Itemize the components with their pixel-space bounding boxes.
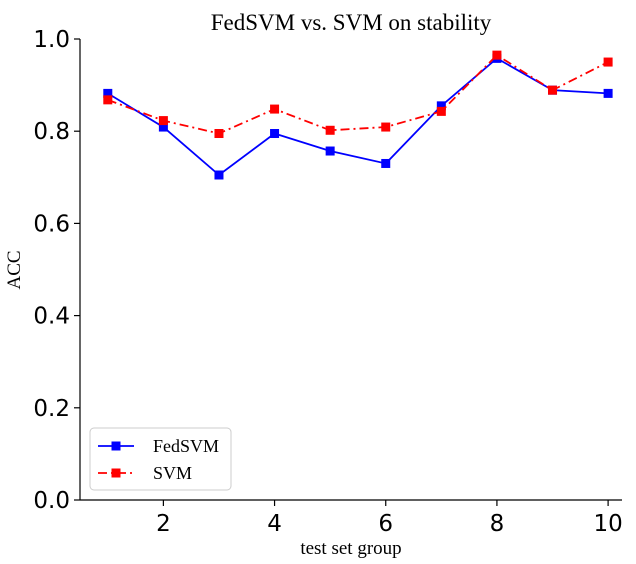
- y-tick-label: 0.8: [33, 119, 70, 145]
- series-layer: [103, 50, 613, 180]
- legend-entry-fedsvm: FedSVM: [98, 436, 219, 456]
- data-point-svm: [158, 116, 168, 126]
- series-fedsvm: [103, 53, 613, 180]
- data-point-svm: [436, 106, 446, 116]
- data-point-svm: [270, 104, 280, 114]
- series-line-fedsvm: [107, 57, 609, 177]
- data-point-svm: [325, 125, 335, 135]
- data-point-fedsvm: [214, 170, 224, 180]
- data-point-svm: [548, 85, 558, 95]
- data-point-svm: [492, 50, 502, 60]
- x-tick-label: 4: [267, 511, 282, 537]
- legend-box: [89, 427, 232, 491]
- data-point-fedsvm: [381, 158, 391, 168]
- series-svm: [103, 50, 613, 139]
- x-axis-label: test set group: [300, 538, 401, 559]
- data-point-svm: [603, 57, 613, 67]
- data-point-fedsvm: [603, 88, 613, 98]
- data-point-fedsvm: [436, 101, 446, 111]
- data-point-fedsvm: [158, 122, 168, 132]
- x-tick-label: 8: [490, 511, 505, 537]
- legend-label: SVM: [153, 463, 192, 483]
- data-point-svm: [381, 122, 391, 132]
- y-axis-label: ACC: [4, 250, 25, 289]
- legend-marker: [111, 468, 121, 478]
- x-tick-label: 2: [156, 511, 171, 537]
- ticks: 2 4 6 8 10 0.0 0.2 0.4 0.6 0.8 1.0: [33, 27, 622, 537]
- data-point-fedsvm: [325, 146, 335, 156]
- x-tick-label: 10: [593, 511, 622, 537]
- y-tick-label: 0.2: [33, 396, 70, 422]
- y-tick-label: 1.0: [33, 27, 70, 53]
- legend: FedSVM SVM: [89, 427, 232, 491]
- y-tick-label: 0.4: [33, 304, 70, 330]
- chart-title: FedSVM vs. SVM on stability: [211, 10, 492, 35]
- series-line-svm: [107, 53, 609, 135]
- y-tick-label: 0.0: [33, 488, 70, 514]
- axes: [79, 39, 622, 501]
- data-point-svm: [214, 129, 224, 139]
- data-point-svm: [103, 95, 113, 105]
- data-point-fedsvm: [103, 88, 113, 98]
- legend-label: FedSVM: [153, 436, 219, 456]
- y-tick-label: 0.6: [33, 211, 70, 237]
- x-tick-label: 6: [378, 511, 393, 537]
- legend-marker: [111, 441, 121, 451]
- data-point-fedsvm: [270, 129, 280, 139]
- legend-entry-svm: SVM: [98, 463, 192, 483]
